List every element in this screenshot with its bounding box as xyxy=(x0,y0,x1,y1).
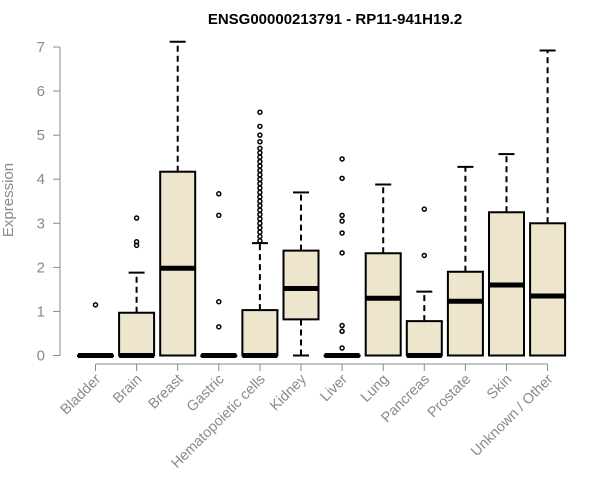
outlier-point xyxy=(257,185,263,191)
outlier-point xyxy=(257,158,263,165)
outlier-point xyxy=(257,180,263,187)
outlier-point xyxy=(216,212,222,219)
box-group xyxy=(241,109,279,358)
x-tick-label: Breast xyxy=(146,372,187,413)
outlier-point xyxy=(257,229,263,235)
outlier-point xyxy=(339,322,345,329)
box-group xyxy=(488,153,525,357)
outlier-point xyxy=(339,218,345,224)
outlier-point xyxy=(257,150,263,156)
box-group xyxy=(282,191,320,357)
box-group xyxy=(446,165,484,357)
iqr-box xyxy=(118,311,156,357)
outlier-point xyxy=(257,163,263,169)
iqr-box xyxy=(364,252,402,357)
outlier-point xyxy=(257,123,263,130)
y-tick-label: 0 xyxy=(37,348,45,365)
outlier-point xyxy=(339,230,345,236)
outlier-point xyxy=(257,194,263,200)
outlier-point xyxy=(339,345,345,351)
box-group xyxy=(159,40,197,357)
outlier-point xyxy=(257,189,263,196)
y-tick-label: 7 xyxy=(37,39,45,56)
y-tick-label: 5 xyxy=(37,127,45,144)
x-tick-label: Lung xyxy=(358,372,392,406)
outlier-point xyxy=(216,191,222,197)
y-tick-label: 6 xyxy=(37,83,45,100)
outlier-point xyxy=(257,167,263,174)
x-tick-label: Liver xyxy=(317,371,351,405)
outlier-point xyxy=(257,154,263,160)
outlier-point xyxy=(257,211,263,218)
x-tick-label: Kidney xyxy=(267,371,310,414)
outlier-point xyxy=(257,216,263,222)
box-group xyxy=(364,183,402,357)
box-group xyxy=(200,191,238,358)
outlier-point xyxy=(92,302,99,308)
outlier-point xyxy=(257,176,263,182)
iqr-box xyxy=(282,249,320,321)
outlier-point xyxy=(421,206,428,212)
outlier-point xyxy=(133,239,140,245)
boxes-layer xyxy=(77,40,567,358)
outlier-point xyxy=(339,175,345,182)
outlier-point xyxy=(257,220,263,227)
outlier-point xyxy=(257,233,263,240)
x-tick-label: Brain xyxy=(110,372,145,407)
outlier-point xyxy=(257,109,263,115)
box-group xyxy=(323,156,361,358)
outlier-point xyxy=(133,215,140,221)
outlier-point xyxy=(257,172,263,178)
y-tick-label: 4 xyxy=(37,171,45,188)
iqr-box xyxy=(529,222,567,357)
y-tick-label: 2 xyxy=(37,259,45,276)
y-axis-label: Expression xyxy=(0,163,17,237)
outlier-point xyxy=(257,145,263,152)
box-group xyxy=(77,302,114,358)
outlier-point xyxy=(257,139,263,145)
y-axis: 0 1 2 3 4 5 6 7 xyxy=(37,39,61,365)
outlier-point xyxy=(216,298,222,305)
iqr-box xyxy=(159,170,197,357)
outlier-point xyxy=(257,207,263,213)
outlier-point xyxy=(257,202,263,209)
outlier-point xyxy=(216,324,222,330)
box-group xyxy=(529,49,567,357)
outlier-point xyxy=(257,198,263,204)
outlier-point xyxy=(339,250,345,256)
outlier-point xyxy=(257,224,263,231)
box-group xyxy=(405,206,443,358)
iqr-box xyxy=(446,270,484,357)
chart-title: ENSG00000213791 - RP11-941H19.2 xyxy=(208,11,462,28)
outlier-point xyxy=(257,132,263,138)
y-tick-label: 3 xyxy=(37,215,45,232)
iqr-box xyxy=(241,309,279,357)
outlier-point xyxy=(339,328,345,335)
iqr-box xyxy=(405,320,443,357)
x-tick-label: Skin xyxy=(484,372,515,403)
x-tick-label: Bladder xyxy=(58,371,105,418)
x-tick-label: Prostate xyxy=(425,372,474,421)
outlier-point xyxy=(257,238,263,244)
outlier-point xyxy=(339,156,345,162)
outlier-point xyxy=(421,252,428,259)
y-tick-label: 1 xyxy=(37,303,45,320)
box-group xyxy=(118,215,156,358)
outlier-point xyxy=(339,212,345,219)
